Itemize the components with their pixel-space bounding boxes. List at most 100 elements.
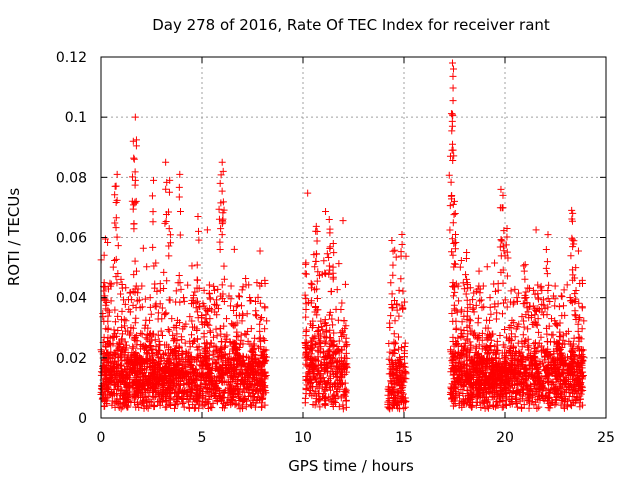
- roti-point: [107, 341, 115, 349]
- roti-point: [100, 356, 108, 364]
- roti-point: [247, 325, 255, 333]
- roti-point: [160, 368, 168, 376]
- roti-point: [205, 281, 213, 289]
- roti-point: [316, 330, 324, 338]
- roti-point: [131, 360, 139, 368]
- roti-point: [171, 404, 178, 412]
- roti-point: [151, 336, 159, 344]
- roti-point: [171, 384, 179, 392]
- roti-point: [184, 281, 192, 289]
- roti-point: [232, 303, 240, 311]
- roti-point: [258, 395, 266, 403]
- roti-point: [166, 368, 174, 376]
- roti-point: [102, 365, 110, 373]
- roti-point: [343, 340, 351, 348]
- roti-point: [302, 326, 310, 334]
- roti-point: [524, 335, 532, 343]
- roti-point: [149, 345, 157, 353]
- roti-point: [259, 348, 267, 356]
- roti-point: [125, 391, 133, 399]
- roti-point: [318, 322, 326, 330]
- roti-point: [399, 394, 407, 402]
- roti-point: [302, 259, 310, 267]
- roti-point: [243, 378, 251, 386]
- roti-point: [184, 398, 192, 406]
- roti-point: [396, 353, 404, 361]
- roti-point: [219, 351, 227, 359]
- roti-point: [149, 352, 157, 360]
- roti-point: [199, 394, 207, 402]
- roti-point: [220, 322, 228, 330]
- roti-point: [148, 398, 156, 406]
- roti-point: [308, 392, 316, 400]
- roti-point: [165, 296, 173, 304]
- roti-point: [177, 285, 185, 293]
- roti-point: [314, 268, 322, 276]
- roti-point: [313, 364, 321, 372]
- roti-point: [332, 349, 340, 357]
- roti-point: [227, 295, 235, 303]
- roti-point: [118, 330, 126, 338]
- roti-point: [246, 294, 254, 302]
- roti-point: [257, 365, 265, 373]
- roti-point: [247, 347, 255, 355]
- roti-point: [394, 389, 402, 397]
- roti-point: [158, 315, 166, 323]
- roti-point: [104, 349, 112, 357]
- roti-point: [167, 401, 175, 409]
- roti-point: [257, 315, 265, 323]
- roti-point: [146, 342, 154, 350]
- roti-point: [188, 317, 196, 325]
- roti-point: [236, 293, 244, 301]
- roti-point: [192, 366, 200, 374]
- roti-point: [248, 365, 256, 373]
- roti-point: [149, 385, 157, 393]
- roti-point: [311, 332, 319, 340]
- roti-point: [121, 356, 129, 364]
- roti-point: [317, 337, 325, 345]
- roti-point: [193, 390, 201, 398]
- roti-point: [132, 393, 140, 401]
- roti-point: [338, 299, 346, 307]
- roti-point: [239, 283, 247, 291]
- roti-point: [256, 247, 264, 255]
- roti-point: [395, 333, 403, 341]
- roti-point: [340, 390, 348, 398]
- roti-point: [329, 400, 337, 408]
- roti-point: [201, 380, 209, 388]
- roti-point: [157, 355, 165, 363]
- roti-point: [131, 336, 139, 344]
- roti-point: [302, 306, 310, 314]
- roti-point: [165, 372, 173, 380]
- roti-point: [150, 402, 158, 410]
- roti-point: [220, 388, 228, 396]
- roti-point: [257, 377, 265, 385]
- roti-point: [100, 279, 108, 287]
- roti-point: [310, 363, 318, 371]
- roti-point: [133, 341, 141, 349]
- roti-point: [198, 388, 206, 396]
- roti-point: [187, 353, 195, 361]
- roti-point: [335, 260, 343, 268]
- roti-point: [343, 354, 351, 362]
- roti-point: [537, 282, 545, 290]
- roti-point: [138, 390, 146, 398]
- roti-point: [322, 270, 330, 278]
- roti-point: [251, 354, 259, 362]
- x-tick-label: 15: [395, 430, 413, 446]
- roti-point: [194, 335, 202, 343]
- roti-point: [489, 402, 497, 410]
- roti-point: [341, 280, 349, 288]
- roti-point: [337, 354, 345, 362]
- roti-point: [173, 361, 181, 369]
- roti-point: [261, 401, 269, 409]
- roti-point: [178, 354, 186, 362]
- roti-point: [180, 403, 188, 411]
- roti-point: [308, 356, 316, 364]
- roti-point: [322, 334, 330, 342]
- roti-point: [113, 279, 121, 287]
- roti-point: [156, 391, 164, 399]
- roti-point: [316, 395, 324, 403]
- roti-point: [237, 361, 245, 369]
- roti-point: [160, 285, 168, 293]
